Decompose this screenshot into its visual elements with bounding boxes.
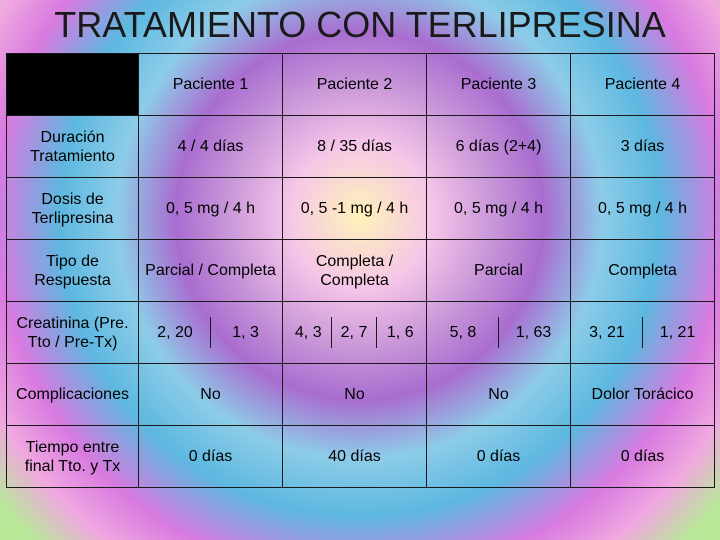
row-dosis: Dosis de Terlipresina 0, 5 mg / 4 h 0, 5… [7,178,715,240]
row-label: Tipo de Respuesta [7,240,139,302]
subcell: 4, 3 [286,317,332,348]
cell: 0, 5 mg / 4 h [139,178,283,240]
header-row: Paciente 1 Paciente 2 Paciente 3 Pacient… [7,54,715,116]
subcell: 1, 6 [377,317,423,348]
row-tipo: Tipo de Respuesta Parcial / Completa Com… [7,240,715,302]
cell: No [139,364,283,426]
cell: 3 días [571,116,715,178]
corner-cell [7,54,139,116]
cell: Completa / Completa [283,240,427,302]
subcell: 1, 21 [643,317,713,348]
col-header-p2: Paciente 2 [283,54,427,116]
cell: Parcial [427,240,571,302]
row-label: Duración Tratamiento [7,116,139,178]
cell: 0 días [427,426,571,488]
col-header-p3: Paciente 3 [427,54,571,116]
cell: Completa [571,240,715,302]
subcell: 1, 3 [211,317,281,348]
row-complicaciones: Complicaciones No No No Dolor Torácico [7,364,715,426]
subcell: 3, 21 [572,317,642,348]
row-tiempo: Tiempo entre final Tto. y Tx 0 días 40 d… [7,426,715,488]
cell: 0 días [571,426,715,488]
cell: 4 / 4 días [139,116,283,178]
cell: Dolor Torácico [571,364,715,426]
cell-split: 3, 211, 21 [571,302,715,364]
cell-split: 5, 81, 63 [427,302,571,364]
cell: Parcial / Completa [139,240,283,302]
cell: No [283,364,427,426]
row-duracion: Duración Tratamiento 4 / 4 días 8 / 35 d… [7,116,715,178]
cell: 0 días [139,426,283,488]
cell: 6 días (2+4) [427,116,571,178]
col-header-p4: Paciente 4 [571,54,715,116]
cell: 40 días [283,426,427,488]
row-label: Creatinina (Pre. Tto / Pre-Tx) [7,302,139,364]
cell-split: 2, 201, 3 [139,302,283,364]
subcell: 2, 7 [332,317,378,348]
row-label: Dosis de Terlipresina [7,178,139,240]
slide-title: TRATAMIENTO CON TERLIPRESINA [0,0,720,53]
cell-split: 4, 32, 71, 6 [283,302,427,364]
subcell: 1, 63 [499,317,569,348]
treatment-table: Paciente 1 Paciente 2 Paciente 3 Pacient… [6,53,715,488]
row-creatinina: Creatinina (Pre. Tto / Pre-Tx) 2, 201, 3… [7,302,715,364]
cell: 0, 5 mg / 4 h [571,178,715,240]
col-header-p1: Paciente 1 [139,54,283,116]
subcell: 2, 20 [140,317,210,348]
cell: 0, 5 mg / 4 h [427,178,571,240]
cell: 8 / 35 días [283,116,427,178]
cell: No [427,364,571,426]
row-label: Tiempo entre final Tto. y Tx [7,426,139,488]
subcell: 5, 8 [428,317,498,348]
cell: 0, 5 -1 mg / 4 h [283,178,427,240]
row-label: Complicaciones [7,364,139,426]
